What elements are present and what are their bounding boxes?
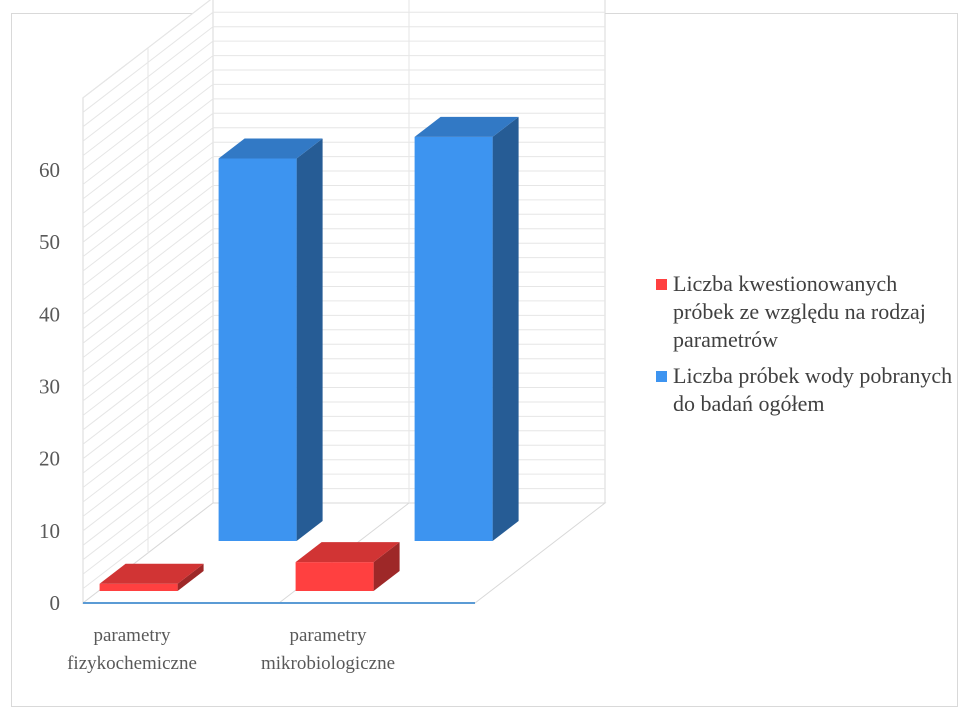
bar-total-0-side: [296, 138, 323, 541]
legend-label-questioned: Liczba kwestionowanych próbek ze względu…: [673, 271, 926, 352]
gridline: [82, 0, 211, 99]
gridline: [82, 11, 605, 113]
gridline: [82, 83, 605, 185]
y-axis-ticks: 0 10 20 30 40 50 60: [39, 158, 60, 615]
legend-swatch-red: [656, 279, 667, 290]
bar-questioned-1-front: [295, 562, 374, 591]
y-tick-label: 10: [39, 519, 60, 543]
bar-total-0-top: [218, 138, 323, 159]
y-tick-label: 20: [39, 447, 60, 471]
y-tick-label: 50: [39, 230, 60, 254]
y-tick-label: 30: [39, 375, 60, 399]
bar-total-0-front: [218, 158, 297, 541]
bar-questioned-0: [99, 563, 204, 591]
category-label: fizykochemiczne: [67, 653, 197, 674]
gridline: [82, 40, 605, 142]
category-label: mikrobiologiczne: [261, 653, 395, 674]
bar-total-1-front: [414, 136, 493, 541]
gridline: [82, 112, 605, 214]
bar-total-1: [414, 116, 519, 542]
gridline: [82, 55, 605, 156]
gridline: [82, 69, 605, 171]
gridline: [82, 98, 605, 200]
x-axis-categories: parametry fizykochemiczne parametry mikrobi…: [67, 625, 395, 674]
bar-total-0: [218, 138, 323, 541]
gridline: [82, 26, 605, 128]
category-label: parametry: [93, 625, 171, 646]
legend-swatch-blue: [656, 371, 667, 382]
bar-total-1-top: [414, 116, 519, 137]
bar-total-1-side: [492, 116, 519, 542]
legend-item-questioned: Liczba kwestionowanych próbek ze względu…: [656, 270, 956, 354]
bars: [99, 116, 519, 591]
legend: Liczba kwestionowanych próbek ze względu…: [656, 270, 956, 426]
y-tick-label: 0: [50, 591, 61, 615]
y-tick-label: 60: [39, 158, 60, 182]
bar-questioned-0-front: [99, 583, 178, 591]
legend-item-total: Liczba próbek wody pobranych do badań og…: [656, 362, 956, 418]
bar-questioned-1-side: [373, 542, 400, 591]
bar-questioned-1-top: [295, 542, 400, 563]
bar-questioned-1: [295, 542, 400, 591]
category-label: parametry: [289, 625, 367, 646]
bar-questioned-0-top: [99, 563, 204, 584]
y-tick-label: 40: [39, 302, 60, 326]
legend-label-total: Liczba próbek wody pobranych do badań og…: [673, 363, 953, 416]
bar-questioned-0-side: [177, 563, 204, 591]
chart-walls: [81, 0, 607, 605]
